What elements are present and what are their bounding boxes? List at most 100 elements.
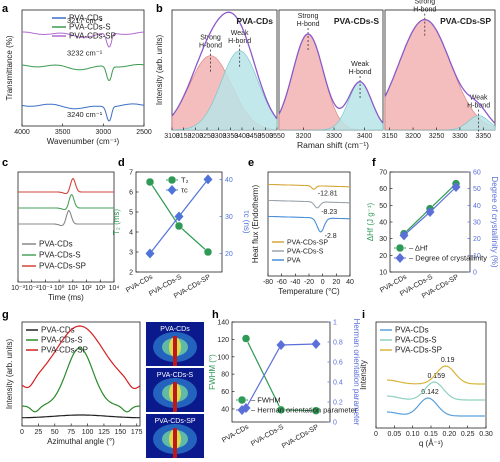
raman-subplot-title: PVA-CDs — [236, 16, 273, 26]
azimuthal-legend-label: PVA-CDs-SP — [41, 346, 88, 355]
y-left-tick-f: 40 — [379, 220, 387, 227]
ftir-peak-label: 3232 cm⁻¹ — [67, 49, 103, 58]
relax-series-PVA-CDs — [18, 209, 114, 227]
legend-label-d: T₂ — [181, 176, 189, 185]
y-right-tick-h: 1 — [333, 320, 337, 327]
data-point-h — [311, 406, 321, 415]
saxs-x-axis-label: q (Å⁻¹) — [419, 439, 444, 448]
dsc-legend-label: PVA-CDs-S — [287, 249, 324, 256]
ftir-frame — [21, 9, 145, 127]
azimuthal-x-tick: 25 — [34, 429, 42, 436]
legend-marker-h — [237, 405, 247, 415]
saxs-x-tick: 0.15 — [424, 431, 438, 438]
dsc-series-PVA — [268, 215, 350, 233]
raman-peak-label: H-bond — [413, 7, 436, 14]
category-label-h: PVA-CDs-SP — [281, 424, 320, 451]
ftir-x-tick: 3500 — [55, 129, 71, 136]
raman-x-tick: 3550 — [269, 133, 285, 140]
relax-x-tick: 10⁻² — [25, 285, 39, 292]
legend-label-h: – Herman orientation parameter — [251, 406, 358, 415]
y-right-tick-d: 40 — [225, 177, 233, 184]
relax-x-tick: 10⁻¹ — [39, 285, 53, 292]
raman-peak-label: Weak — [351, 61, 369, 68]
legend-label-d: τc — [181, 186, 188, 195]
raman-peak-label: H-bond — [467, 103, 490, 110]
azimuthal-legend-label: PVA-CDs-S — [41, 336, 83, 345]
y-left-tick-f: 60 — [379, 186, 387, 193]
y-left-tick-f: 10 — [379, 270, 387, 277]
azimuthal-series-PVA-CDs-SP — [21, 325, 141, 390]
y-left-tick-d: 7 — [129, 170, 133, 177]
data-point-h — [276, 405, 286, 415]
saxs-peak-label: 0.142 — [421, 389, 439, 396]
legend-marker-f — [395, 253, 405, 263]
data-point-f — [425, 207, 435, 217]
dsc-x-tick: -40 — [290, 279, 300, 286]
data-point-h — [241, 334, 251, 343]
y-left-tick-h: 100 — [217, 354, 229, 361]
data-point-f — [451, 182, 461, 192]
scattering-pattern-label: PVA-CDs-S — [157, 372, 194, 379]
y-left-tick-f: 20 — [379, 253, 387, 260]
y-left-axis-label-d: T₂ (ms) — [112, 209, 121, 236]
panel-label-f: f — [372, 157, 376, 169]
relax-x-tick: 10⁻³ — [11, 285, 25, 292]
azimuthal-x-axis-label: Azimuthal angle (°) — [47, 437, 115, 446]
y-left-tick-h: 40 — [221, 406, 229, 413]
raman-x-tick: 3400 — [234, 133, 250, 140]
dsc-legend-label: PVA — [287, 258, 301, 265]
y-left-tick-f: 30 — [379, 236, 387, 243]
raman-peak-label: H-bond — [297, 21, 320, 28]
dual-frame-d — [135, 171, 223, 273]
data-point-d — [174, 211, 184, 222]
raman-x-tick: 3450 — [246, 133, 262, 140]
panel-labels: a b c d e f g h i — [2, 3, 376, 321]
y-left-tick-d: 6 — [129, 190, 133, 197]
raman-x-tick: 3350 — [476, 133, 492, 140]
ftir-x-axis-label: Wavenumber (cm⁻¹) — [47, 137, 120, 146]
relax-legend-label: PVA-CDs-S — [39, 251, 81, 260]
data-point-d — [145, 248, 155, 259]
y-right-tick-f: 60 — [473, 170, 481, 177]
ftir-series-PVA-CDs — [21, 103, 145, 122]
relax-frame — [17, 171, 115, 283]
saxs-legend-label: PVA-CDs — [395, 326, 429, 335]
raman-peak-label: H-bond — [228, 38, 251, 45]
y-right-tick-f: 30 — [473, 220, 481, 227]
dsc-series-PVA-CDs-S — [268, 199, 350, 209]
relax-x-tick: 10⁰ — [54, 284, 65, 292]
panel-label-c: c — [2, 157, 8, 169]
panel-label-i: i — [362, 309, 365, 321]
dsc-x-axis-label: Temperature (°C) — [278, 287, 340, 296]
beam-stop — [173, 336, 177, 366]
dsc-x-tick: -80 — [263, 279, 273, 286]
relax-x-tick: 10⁴ — [109, 285, 120, 292]
relax-legend-label: PVA-CDs — [39, 240, 73, 249]
raman-peak-label: Weak — [470, 95, 488, 102]
azimuthal-x-tick: 50 — [51, 429, 59, 436]
y-left-tick-f: 50 — [379, 203, 387, 210]
y-right-tick-f: 20 — [473, 236, 481, 243]
y-right-tick-f: 10 — [473, 253, 481, 260]
ftir-x-tick: 3000 — [96, 129, 112, 136]
data-point-d — [145, 177, 155, 187]
y-right-tick-h: 0.8 — [333, 340, 343, 347]
raman-x-tick: 3400 — [357, 133, 373, 140]
panel-label-b: b — [156, 3, 163, 15]
data-point-h — [311, 339, 321, 349]
dsc-y-axis-label: Heat flux (Endotherm) — [251, 185, 260, 264]
raman-peak-label: Strong — [414, 0, 435, 6]
raman-x-tick: 3200 — [296, 133, 312, 140]
data-point-f — [399, 230, 409, 241]
ftir-series-PVA-CDs-S — [21, 64, 145, 81]
raman-x-tick: 3100 — [164, 133, 180, 140]
raman-x-tick: 3200 — [405, 133, 421, 140]
panel-label-a: a — [2, 3, 9, 15]
data-point-d — [203, 174, 213, 185]
azimuthal-series-PVA-CDs — [21, 414, 141, 419]
y-right-tick-f: 0 — [473, 270, 477, 277]
dsc-peak-label: -8.23 — [321, 209, 337, 216]
ftir-x-tick: 4000 — [14, 129, 30, 136]
category-label-h: PVA-CDs — [221, 423, 250, 444]
y-left-tick-h: 140 — [217, 320, 229, 327]
